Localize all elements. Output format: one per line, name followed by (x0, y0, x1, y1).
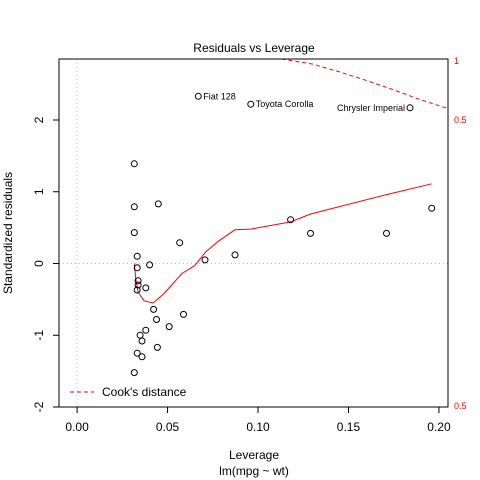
data-point (133, 286, 141, 294)
smoother-line (133, 183, 432, 304)
chart-title: Residuals vs Leverage (193, 41, 315, 55)
cooks-level-label: 1 (454, 56, 459, 66)
y-tick-label: -2 (32, 401, 46, 412)
smoother-group (133, 183, 432, 304)
x-tick-label: 0.00 (65, 420, 89, 434)
y-tick-label: 0 (32, 260, 46, 267)
data-point (133, 252, 141, 260)
points-group (130, 92, 436, 377)
data-point (428, 204, 436, 212)
data-point (287, 216, 295, 224)
data-point (201, 256, 209, 264)
x-tick-label: 0.05 (156, 420, 180, 434)
cooks-level-label: 0.5 (454, 115, 467, 125)
axes: 0.00 0.05 0.10 0.15 0.20 -2 -1 0 1 2 1 0.5 0.5 (32, 56, 466, 434)
data-point (406, 104, 414, 112)
y-tick-label: 2 (32, 116, 46, 123)
data-point (146, 261, 154, 269)
point-label: Chrysler Imperial (337, 103, 405, 113)
y-tick-label: -1 (32, 330, 46, 341)
legend-label: Cook's distance (102, 385, 187, 399)
data-point (154, 200, 162, 208)
data-point (134, 281, 142, 289)
cooks-level-label: 0.5 (454, 401, 467, 411)
reference-lines (59, 59, 448, 407)
data-point (142, 326, 150, 334)
data-point (134, 277, 142, 285)
data-point (130, 369, 138, 377)
point-label: Fiat 128 (203, 91, 236, 101)
data-point (153, 316, 160, 323)
cooks-contour (281, 59, 448, 109)
chart-subtitle: lm(mpg ~ wt) (219, 464, 289, 478)
legend: Cook's distance (70, 385, 187, 399)
x-tick-label: 0.15 (337, 420, 361, 434)
y-tick-label: 1 (32, 188, 46, 195)
data-point (176, 239, 184, 247)
data-point (307, 229, 314, 237)
point-labels: Fiat 128 Toyota Corolla Chrysler Imperial (203, 91, 405, 113)
y-axis-label: Standardized residuals (1, 172, 15, 294)
data-point (383, 229, 390, 237)
x-axis-label: Leverage (229, 448, 279, 462)
data-point (133, 349, 141, 357)
data-point (153, 343, 161, 351)
data-point (133, 264, 141, 272)
data-point (138, 353, 146, 361)
cooks-distance-contours (281, 59, 448, 109)
data-point (130, 160, 138, 168)
data-point (247, 100, 255, 108)
data-point (165, 323, 173, 331)
data-point (180, 310, 187, 318)
x-tick-label: 0.10 (246, 420, 270, 434)
point-label: Toyota Corolla (256, 99, 314, 109)
data-point (136, 331, 144, 339)
data-point (130, 229, 138, 237)
x-tick-label: 0.20 (427, 420, 451, 434)
data-point (231, 251, 239, 259)
data-point (150, 305, 158, 313)
data-point (138, 337, 146, 345)
plot-frame (58, 58, 449, 408)
data-point (142, 284, 150, 292)
data-point (130, 203, 138, 211)
data-point (194, 92, 202, 100)
